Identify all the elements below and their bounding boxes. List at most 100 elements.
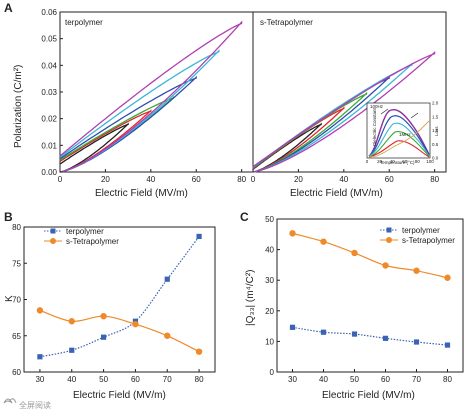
panel-c-legend: terpolymer s-Tetrapolymer xyxy=(380,226,455,245)
series-1-point-1 xyxy=(68,318,75,325)
series-0-point-3 xyxy=(382,335,389,341)
y-tick-label: 75 xyxy=(12,259,21,268)
legend-c-label-terpolymer: terpolymer xyxy=(402,226,440,235)
pe-loop-80 xyxy=(59,20,243,173)
watermark-text: 全屏阅读 xyxy=(19,400,51,410)
y-tick-label: 0.01 xyxy=(41,141,57,150)
series-1-point-3 xyxy=(132,320,139,328)
series-line-0 xyxy=(292,326,448,346)
panel-b-xlabel: Electric Field (MV/m) xyxy=(73,390,166,401)
pe-loop-70 xyxy=(59,49,220,173)
inset-arrow-right xyxy=(410,112,419,119)
series-1-point-0 xyxy=(289,230,296,237)
x-tick-label: 50 xyxy=(99,375,108,384)
x-tick-label: 80 xyxy=(430,175,439,184)
panel-a-left-frame xyxy=(59,11,254,173)
x-tick-label: 60 xyxy=(385,175,394,184)
inset-y-right-tick: 1.0 xyxy=(432,128,439,133)
x-tick-label: 70 xyxy=(163,375,172,384)
x-tick-label: 80 xyxy=(443,375,452,384)
y-tick-label: 0.02 xyxy=(41,115,57,124)
inset-curve-a xyxy=(368,115,430,157)
inset-curve-b xyxy=(368,122,430,157)
panel-c-series xyxy=(289,230,451,348)
pe-loop-40 xyxy=(59,109,152,173)
series-0-point-2 xyxy=(351,331,358,337)
y-tick-label: 80 xyxy=(12,223,21,232)
x-tick-label: 50 xyxy=(350,375,359,384)
y-tick-label: 0 xyxy=(270,368,275,377)
series-1-point-0 xyxy=(36,307,44,314)
x-tick-label: 40 xyxy=(319,375,328,384)
watermark-icon xyxy=(3,398,17,404)
series-0-point-5 xyxy=(196,233,202,240)
inset-y-right-tick: 1.5 xyxy=(432,114,439,119)
legend-b-label-tetra: s-Tetrapolymer xyxy=(66,237,119,246)
inset-x-tick: 40 xyxy=(390,159,396,164)
inset-ylabel-right: Loss xyxy=(434,126,439,136)
legend-c-label-tetra: s-Tetrapolymer xyxy=(402,236,455,245)
pe-loop-80 xyxy=(252,51,436,173)
panel-b-ticks: 30 40 50 60 70 80 60 65 70 75 80 xyxy=(12,223,204,384)
series-1-point-3 xyxy=(382,262,389,269)
x-tick-label: 80 xyxy=(237,175,246,184)
series-0-point-0 xyxy=(289,324,296,330)
panel-label-b: B xyxy=(4,210,13,224)
x-tick-label: 0 xyxy=(58,175,63,184)
series-0-point-0 xyxy=(37,354,43,360)
x-tick-label: 30 xyxy=(288,375,297,384)
x-tick-label: 70 xyxy=(412,375,421,384)
inset-y-right-tick: 0.0 xyxy=(432,156,439,161)
panel-a-left-title: terpolymer xyxy=(65,18,103,27)
y-tick-label: 0.04 xyxy=(41,61,57,70)
series-1-point-4 xyxy=(413,267,420,274)
x-tick-label: 20 xyxy=(101,175,110,184)
panel-a-left-loops xyxy=(59,20,243,173)
y-tick-label: 65 xyxy=(12,332,21,341)
panel-c-plot: 30 40 50 60 70 80 0 10 20 30 40 50 terpolymer s-Tet… xyxy=(265,215,464,384)
panel-a-left-ticks: 0 20 40 60 80 0.00 0.01 0.02 0.03 0.04 0.05 0.06 xyxy=(41,8,246,184)
x-tick-label: 20 xyxy=(294,175,303,184)
inset-x-tick: 60 xyxy=(402,159,408,164)
x-tick-label: 60 xyxy=(381,375,390,384)
panel-label-c: C xyxy=(240,210,249,224)
y-tick-label: 50 xyxy=(265,215,274,224)
panel-label-a: A xyxy=(4,1,13,15)
panel-b-legend: terpolymer s-Tetrapolymer xyxy=(44,227,119,246)
series-1-point-5 xyxy=(444,274,451,281)
inset-y-right-tick: 2.0 xyxy=(432,101,439,106)
legend-b-label-terpolymer: terpolymer xyxy=(66,227,104,236)
y-tick-label: 40 xyxy=(265,246,274,255)
series-0-point-2 xyxy=(100,334,107,340)
series-1-point-2 xyxy=(351,249,358,257)
y-tick-label: 10 xyxy=(265,337,274,346)
panel-a-right-loops xyxy=(252,51,436,173)
series-1-point-4 xyxy=(164,332,171,339)
panel-a-ylabel: Polarization (C/m²) xyxy=(13,65,24,148)
x-tick-label: 80 xyxy=(195,375,204,384)
y-tick-label: 0.03 xyxy=(41,88,57,97)
panel-c-xlabel: Electric Field (MV/m) xyxy=(322,390,415,401)
pe-loop-60 xyxy=(59,75,197,173)
y-tick-label: 60 xyxy=(12,368,21,377)
panel-c-ticks: 30 40 50 60 70 80 0 10 20 30 40 50 xyxy=(265,215,452,384)
y-tick-label: 0.06 xyxy=(41,8,57,17)
legend-c-marker-tetra xyxy=(386,237,392,243)
panel-c-frame xyxy=(276,218,464,373)
pe-loop-50 xyxy=(252,91,368,173)
pe-loop-40 xyxy=(252,106,345,173)
x-tick-label: 40 xyxy=(146,175,155,184)
series-0-point-1 xyxy=(320,329,327,335)
inset-x-tick: 0 xyxy=(366,159,369,164)
series-1-point-1 xyxy=(320,238,327,245)
panel-b-series xyxy=(36,233,203,360)
panel-b-plot: 30 40 50 60 70 80 60 65 70 75 80 terpolymer s-Tetr… xyxy=(12,223,216,384)
watermark: 全屏阅读 xyxy=(3,398,51,410)
inset-arrow-left xyxy=(380,108,389,115)
inset-label-100hz: 100Hz xyxy=(370,104,384,109)
panel-a-right-xlabel: Electric Field (MV/m) xyxy=(290,188,383,199)
series-1-point-2 xyxy=(100,312,107,320)
pe-loop-30 xyxy=(252,122,322,173)
